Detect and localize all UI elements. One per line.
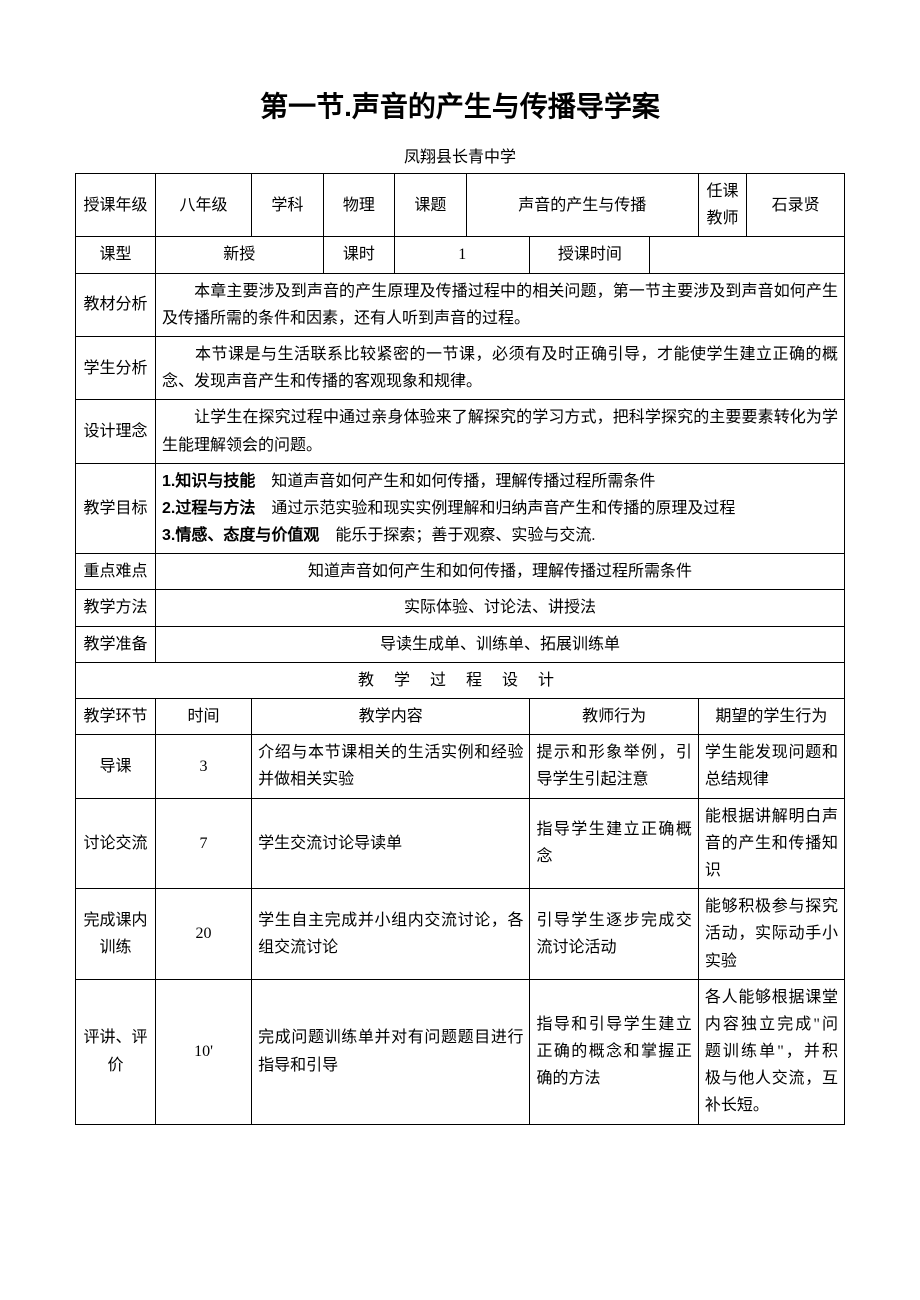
goals-line1-bold: 1.知识与技能	[162, 473, 255, 490]
stage1-name: 导课	[76, 735, 156, 798]
methods-row: 教学方法 实际体验、讨论法、讲授法	[76, 590, 845, 626]
col-content: 教学内容	[252, 699, 530, 735]
keypoints-content: 知道声音如何产生和如何传播，理解传播过程所需条件	[155, 554, 844, 590]
keypoints-label: 重点难点	[76, 554, 156, 590]
stage1-student: 学生能发现问题和总结规律	[698, 735, 844, 798]
type-value: 新授	[155, 237, 323, 273]
stage-row-2: 讨论交流 7 学生交流讨论导读单 指导学生建立正确概念 能根据讲解明白声音的产生…	[76, 798, 845, 889]
col-student: 期望的学生行为	[698, 699, 844, 735]
stage1-teacher: 提示和形象举例，引导学生引起注意	[530, 735, 698, 798]
lesson-plan-table: 授课年级 八年级 学科 物理 课题 声音的产生与传播 任课教师 石录贤 课型 新…	[75, 173, 845, 1125]
stage-row-3: 完成课内训练 20 学生自主完成并小组内交流讨论，各组交流讨论 引导学生逐步完成…	[76, 889, 845, 980]
stage3-teacher: 引导学生逐步完成交流讨论活动	[530, 889, 698, 980]
goals-line2-text: 通过示范实验和现实实例理解和归纳声音产生和传播的原理及过程	[255, 500, 735, 517]
design-label: 设计理念	[76, 400, 156, 463]
student-row: 学生分析 本节课是与生活联系比较紧密的一节课，必须有及时正确引导，才能使学生建立…	[76, 336, 845, 399]
design-row: 设计理念 让学生在探究过程中通过亲身体验来了解探究的学习方式，把科学探究的主要要…	[76, 400, 845, 463]
topic-label: 课题	[395, 174, 467, 237]
period-label: 课时	[323, 237, 395, 273]
grade-value: 八年级	[155, 174, 251, 237]
type-label: 课型	[76, 237, 156, 273]
col-teacher: 教师行为	[530, 699, 698, 735]
material-row: 教材分析 本章主要涉及到声音的产生原理及传播过程中的相关问题，第一节主要涉及到声…	[76, 273, 845, 336]
stage2-teacher: 指导学生建立正确概念	[530, 798, 698, 889]
goals-line3-text: 能乐于探索；善于观察、实验与交流.	[319, 527, 595, 544]
goals-line3-bold: 3.情感、态度与价值观	[162, 527, 319, 544]
stage2-student: 能根据讲解明白声音的产生和传播知识	[698, 798, 844, 889]
time-value	[650, 237, 845, 273]
teacher-value: 石录贤	[747, 174, 845, 237]
stage4-time: 10'	[155, 979, 251, 1124]
subject-label: 学科	[252, 174, 324, 237]
process-header-row: 教 学 过 程 设 计	[76, 662, 845, 698]
teacher-label: 任课教师	[698, 174, 746, 237]
stage4-content: 完成问题训练单并对有问题题目进行指导和引导	[252, 979, 530, 1124]
goals-line1-text: 知道声音如何产生和如何传播，理解传播过程所需条件	[255, 473, 655, 490]
subject-value: 物理	[323, 174, 395, 237]
process-header: 教 学 过 程 设 计	[76, 662, 845, 698]
methods-content: 实际体验、讨论法、讲授法	[155, 590, 844, 626]
student-content: 本节课是与生活联系比较紧密的一节课，必须有及时正确引导，才能使学生建立正确的概念…	[155, 336, 844, 399]
prep-label: 教学准备	[76, 626, 156, 662]
stage2-time: 7	[155, 798, 251, 889]
grade-label: 授课年级	[76, 174, 156, 237]
header-row-1: 授课年级 八年级 学科 物理 课题 声音的产生与传播 任课教师 石录贤	[76, 174, 845, 237]
header-row-2: 课型 新授 课时 1 授课时间	[76, 237, 845, 273]
stage1-time: 3	[155, 735, 251, 798]
stage3-student: 能够积极参与探究活动，实际动手小实验	[698, 889, 844, 980]
stage3-content: 学生自主完成并小组内交流讨论，各组交流讨论	[252, 889, 530, 980]
material-content: 本章主要涉及到声音的产生原理及传播过程中的相关问题，第一节主要涉及到声音如何产生…	[155, 273, 844, 336]
goals-row: 教学目标 1.知识与技能 知道声音如何产生和如何传播，理解传播过程所需条件 2.…	[76, 463, 845, 554]
prep-content: 导读生成单、训练单、拓展训练单	[155, 626, 844, 662]
page-subtitle: 凤翔县长青中学	[75, 143, 845, 167]
stage-row-1: 导课 3 介绍与本节课相关的生活实例和经验并做相关实验 提示和形象举例，引导学生…	[76, 735, 845, 798]
keypoints-row: 重点难点 知道声音如何产生和如何传播，理解传播过程所需条件	[76, 554, 845, 590]
stage3-time: 20	[155, 889, 251, 980]
stage4-teacher: 指导和引导学生建立正确的概念和掌握正确的方法	[530, 979, 698, 1124]
stage2-content: 学生交流讨论导读单	[252, 798, 530, 889]
goals-line2-bold: 2.过程与方法	[162, 500, 255, 517]
topic-value: 声音的产生与传播	[466, 174, 698, 237]
stage4-student: 各人能够根据课堂内容独立完成"问题训练单"，并积极与他人交流，互补长短。	[698, 979, 844, 1124]
material-label: 教材分析	[76, 273, 156, 336]
col-time: 时间	[155, 699, 251, 735]
period-value: 1	[395, 237, 530, 273]
goals-label: 教学目标	[76, 463, 156, 554]
stage2-name: 讨论交流	[76, 798, 156, 889]
student-label: 学生分析	[76, 336, 156, 399]
stage3-name: 完成课内训练	[76, 889, 156, 980]
stage1-content: 介绍与本节课相关的生活实例和经验并做相关实验	[252, 735, 530, 798]
stage4-name: 评讲、评价	[76, 979, 156, 1124]
page-title: 第一节.声音的产生与传播导学案	[75, 85, 845, 125]
time-label: 授课时间	[530, 237, 650, 273]
design-content: 让学生在探究过程中通过亲身体验来了解探究的学习方式，把科学探究的主要要素转化为学…	[155, 400, 844, 463]
col-stage: 教学环节	[76, 699, 156, 735]
stage-row-4: 评讲、评价 10' 完成问题训练单并对有问题题目进行指导和引导 指导和引导学生建…	[76, 979, 845, 1124]
goals-content: 1.知识与技能 知道声音如何产生和如何传播，理解传播过程所需条件 2.过程与方法…	[155, 463, 844, 554]
methods-label: 教学方法	[76, 590, 156, 626]
process-columns-row: 教学环节 时间 教学内容 教师行为 期望的学生行为	[76, 699, 845, 735]
prep-row: 教学准备 导读生成单、训练单、拓展训练单	[76, 626, 845, 662]
